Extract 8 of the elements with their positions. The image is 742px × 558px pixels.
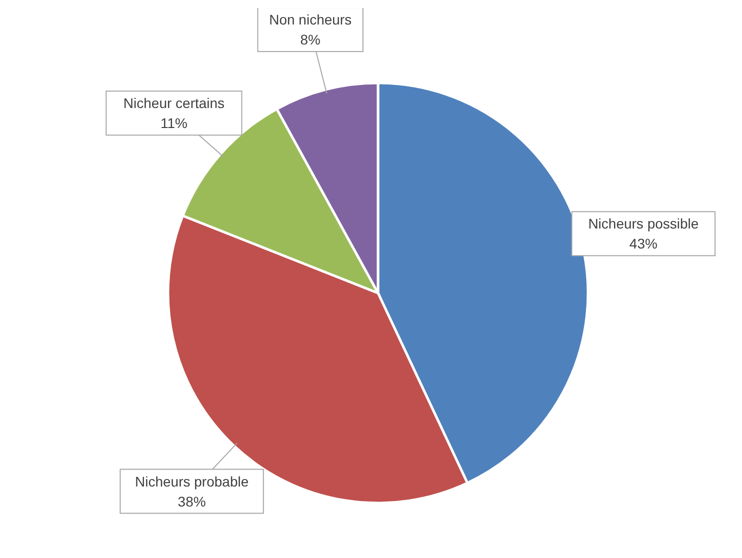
slice-label: Nicheurs possible: [588, 216, 699, 232]
slice-label: Nicheurs probable: [134, 473, 249, 490]
data-label: 8%: [300, 32, 320, 48]
slice-label: Non nicheurs: [269, 12, 352, 28]
slice-label: Nicheur certains: [123, 95, 225, 112]
data-label: 11%: [160, 115, 188, 132]
data-label: 43%: [629, 236, 658, 252]
data-label: 38%: [178, 493, 206, 510]
